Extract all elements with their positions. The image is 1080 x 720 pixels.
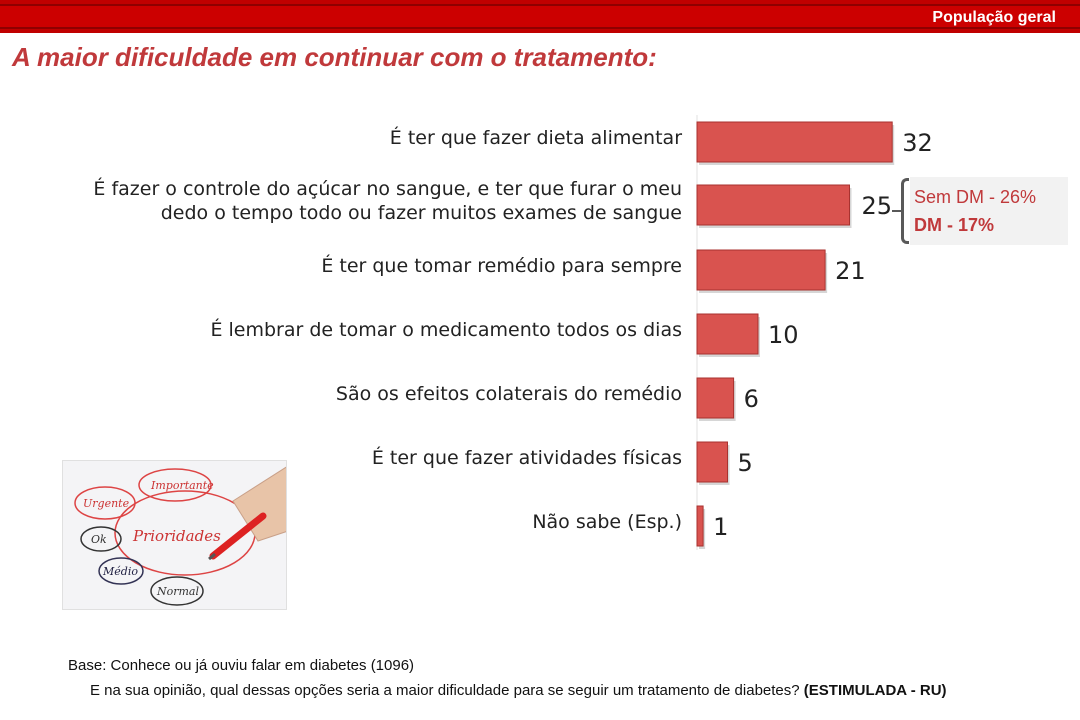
page-title: A maior dificuldade em continuar com o t… xyxy=(12,42,657,72)
word-ok: Ok xyxy=(91,533,107,546)
footer-question-text: E na sua opinião, qual dessas opções ser… xyxy=(90,682,800,699)
red-pen xyxy=(209,512,267,560)
word-prioridades: Prioridades xyxy=(132,527,221,545)
bar-2 xyxy=(696,249,826,291)
top-banner-stripe xyxy=(0,4,1080,29)
bar-3 xyxy=(696,313,759,355)
category-label-line: É ter que fazer dieta alimentar xyxy=(389,127,682,149)
word-normal: Normal xyxy=(156,585,199,598)
word-urgente: Urgente xyxy=(83,497,130,510)
annotation-sem-dm: Sem DM - 26% xyxy=(914,187,1037,207)
category-label-line: É ter que tomar remédio para sempre xyxy=(321,255,682,277)
bar-0 xyxy=(696,121,893,163)
bar-6 xyxy=(696,505,704,547)
category-label-1: É fazer o controle do açúcar no sangue, … xyxy=(2,177,682,225)
population-badge: População geral xyxy=(932,9,1056,26)
category-label-line: dedo o tempo todo ou fazer muitos exames… xyxy=(160,202,682,224)
category-label-5: É ter que fazer atividades físicas xyxy=(2,446,682,470)
word-medio: Médio xyxy=(102,565,138,578)
value-label-1: 25 xyxy=(861,192,893,220)
category-label-6: Não sabe (Esp.) xyxy=(2,510,682,534)
annotation-bracket xyxy=(901,178,909,244)
value-label-0: 32 xyxy=(902,129,933,157)
category-label-line: É fazer o controle do açúcar no sangue, … xyxy=(93,178,682,200)
value-label-5: 5 xyxy=(737,449,753,477)
pen-tip xyxy=(208,552,216,561)
value-label-2: 21 xyxy=(835,257,866,285)
footer-question-tag: (ESTIMULADA - RU) xyxy=(803,682,947,699)
footer-question: E na sua opinião, qual dessas opções ser… xyxy=(90,682,947,699)
priorities-illustration: Importante Urgente Prioridades Ok Médio … xyxy=(62,460,287,610)
category-label-2: É ter que tomar remédio para sempre xyxy=(2,254,682,278)
category-label-line: É ter que fazer atividades físicas xyxy=(371,447,682,469)
category-label-line: É lembrar de tomar o medicamento todos o… xyxy=(210,319,682,341)
bar-1 xyxy=(696,184,850,226)
category-label-0: É ter que fazer dieta alimentar xyxy=(2,126,682,150)
annotation-bracket-tick xyxy=(892,210,901,212)
category-label-line: São os efeitos colaterais do remédio xyxy=(335,383,682,405)
value-label-6: 1 xyxy=(713,513,729,541)
value-label-3: 10 xyxy=(768,321,799,349)
word-importante: Importante xyxy=(150,479,214,492)
priorities-drawing: Importante Urgente Prioridades Ok Médio … xyxy=(74,466,286,606)
footer-base: Base: Conhece ou já ouviu falar em diabe… xyxy=(68,657,415,674)
bar-4 xyxy=(696,377,735,419)
bar-5 xyxy=(696,441,728,483)
top-banner: População geral xyxy=(0,0,1080,33)
category-label-3: É lembrar de tomar o medicamento todos o… xyxy=(2,318,682,342)
annotation-dm: DM - 17% xyxy=(914,215,995,235)
annotation-callout: Sem DM - 26% DM - 17% xyxy=(910,177,1068,245)
category-label-line: Não sabe (Esp.) xyxy=(532,511,682,533)
category-label-4: São os efeitos colaterais do remédio xyxy=(2,382,682,406)
value-label-4: 6 xyxy=(743,385,759,413)
